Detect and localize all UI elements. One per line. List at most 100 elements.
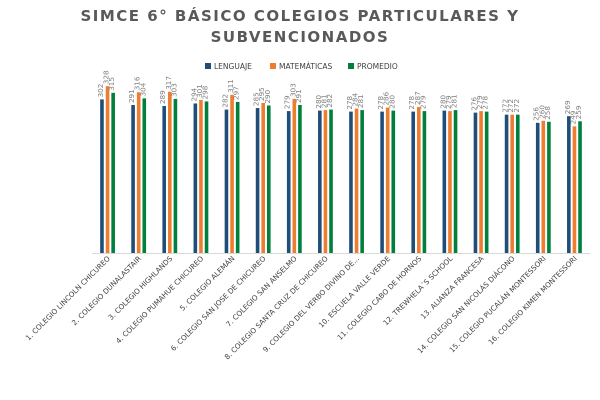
bar-13-0: [473, 112, 478, 254]
bar-14-0: [504, 114, 509, 253]
bar-3-0: [162, 106, 167, 253]
data-label-3-0: 289: [158, 90, 167, 104]
data-label-13-1: 279: [475, 95, 484, 109]
data-label-15-2: 258: [543, 106, 552, 120]
bar-10-2: [391, 110, 396, 253]
bar-15-1: [541, 120, 546, 254]
bar-1-1: [105, 86, 110, 253]
bar-6-0: [255, 108, 260, 253]
category-label-5: 5. COLEGIO ALEMÁN: [178, 254, 237, 313]
data-label-12-2: 281: [450, 94, 459, 108]
bar-6-2: [266, 105, 271, 253]
data-label-11-1: 287: [413, 91, 422, 105]
data-label-16-0: 269: [563, 100, 572, 114]
data-label-14-0: 272: [501, 99, 510, 113]
data-label-15-0: 256: [532, 107, 541, 121]
bar-2-1: [136, 92, 141, 253]
bar-4-2: [204, 101, 209, 254]
bar-4-0: [193, 103, 198, 253]
bar-4-1: [199, 99, 203, 253]
data-label-6-2: 290: [263, 89, 272, 103]
data-label-14-1: 272: [506, 99, 515, 113]
data-label-13-0: 276: [469, 96, 478, 110]
bar-9-0: [349, 111, 353, 253]
data-label-11-0: 278: [407, 95, 416, 109]
bar-11-1: [417, 107, 421, 253]
data-label-6-0: 285: [252, 92, 261, 106]
bar-11-0: [411, 111, 416, 253]
data-label-7-1: 303: [288, 83, 297, 97]
data-label-5-0: 282: [220, 94, 229, 108]
data-label-5-2: 297: [232, 86, 241, 100]
data-label-6-1: 295: [257, 87, 266, 101]
bar-1-0: [100, 99, 104, 253]
bar-12-2: [453, 110, 458, 253]
bar-8-0: [318, 110, 322, 253]
bar-9-1: [354, 108, 359, 254]
data-label-13-2: 278: [481, 95, 490, 109]
bar-16-0: [567, 116, 571, 254]
bar-13-1: [479, 111, 483, 253]
bar-14-1: [510, 114, 514, 253]
bar-8-1: [323, 110, 328, 253]
bar-15-0: [535, 122, 540, 253]
bar-3-1: [168, 91, 172, 253]
bar-9-2: [360, 110, 364, 253]
data-label-8-2: 282: [325, 94, 334, 108]
bar-13-2: [484, 111, 489, 253]
bar-16-1: [572, 126, 577, 253]
data-label-1-0: 302: [96, 84, 105, 98]
data-label-8-1: 281: [319, 94, 328, 108]
data-label-11-2: 279: [418, 95, 427, 109]
data-label-2-0: 291: [127, 89, 136, 103]
data-label-1-2: 315: [107, 77, 116, 91]
data-label-2-1: 316: [133, 76, 142, 90]
bar-10-0: [380, 111, 384, 253]
data-label-15-1: 260: [537, 105, 546, 119]
bar-12-0: [442, 110, 447, 253]
bar-7-0: [286, 111, 291, 253]
bar-2-0: [131, 105, 135, 254]
bar-3-2: [173, 98, 178, 253]
data-label-12-1: 279: [444, 95, 453, 109]
data-label-16-1: 249: [568, 110, 577, 124]
bar-10-1: [385, 107, 390, 253]
data-label-7-0: 279: [283, 95, 292, 109]
data-label-8-0: 280: [314, 94, 323, 108]
data-label-10-1: 286: [382, 91, 391, 105]
legend-label-2: PROMEDIO: [357, 62, 398, 71]
data-label-7-2: 291: [294, 89, 303, 103]
data-label-12-0: 280: [438, 94, 447, 108]
data-label-9-2: 281: [356, 94, 365, 108]
data-label-10-2: 280: [387, 94, 396, 108]
bar-12-1: [448, 111, 452, 253]
legend-swatch-0: [205, 63, 211, 69]
data-label-9-1: 284: [351, 92, 360, 106]
bar-7-2: [298, 105, 302, 254]
chart-title-line-2: SUBVENCIONADOS: [210, 28, 390, 46]
legend-label-1: MATEMÁTICAS: [279, 62, 333, 71]
data-label-4-1: 301: [195, 84, 204, 98]
bar-8-2: [329, 109, 333, 253]
data-label-2-2: 304: [138, 82, 147, 96]
data-label-4-2: 298: [201, 85, 210, 99]
chart-title: SIMCE 6° BÁSICO COLEGIOS PARTICULARES Y …: [0, 6, 600, 48]
data-label-9-0: 278: [345, 95, 354, 109]
data-label-16-2: 259: [574, 105, 583, 119]
chart-title-line-1: SIMCE 6° BÁSICO COLEGIOS PARTICULARES Y: [80, 7, 520, 25]
bar-6-1: [261, 102, 265, 253]
data-label-3-2: 303: [169, 83, 178, 97]
bar-15-2: [547, 121, 551, 253]
data-label-14-2: 272: [512, 99, 521, 113]
bar-1-2: [111, 92, 115, 253]
bar-16-2: [578, 121, 582, 253]
bar-2-2: [142, 98, 147, 253]
legend-label-0: LENGUAJE: [214, 62, 252, 71]
bar-5-0: [224, 109, 229, 253]
data-label-10-0: 278: [376, 95, 385, 109]
bar-5-1: [230, 94, 234, 253]
data-label-4-0: 294: [189, 87, 198, 101]
bar-14-2: [515, 114, 520, 253]
